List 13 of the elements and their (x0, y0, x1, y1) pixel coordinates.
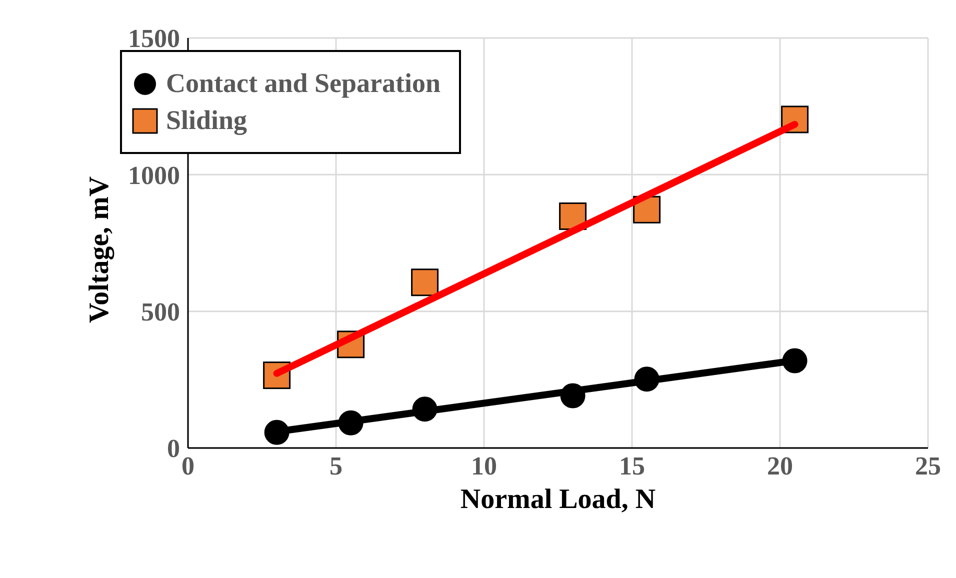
point (411, 268, 439, 296)
legend-label: Contact and Separation (166, 68, 441, 99)
x-tick-label: 5 (330, 451, 342, 480)
legend-label: Sliding (166, 105, 248, 136)
x-tick-label: 25 (915, 451, 941, 480)
y-tick-label: 1500 (128, 24, 180, 54)
x-axis-title: Normal Load, N (460, 484, 656, 515)
y-axis-title: Voltage, mV (84, 176, 115, 323)
x-tick-label: 20 (767, 451, 793, 480)
x-tick-label: 15 (619, 451, 645, 480)
y-tick-label: 1000 (128, 160, 180, 190)
x-tick-label: 10 (471, 451, 497, 480)
y-tick-label: 500 (141, 298, 180, 327)
